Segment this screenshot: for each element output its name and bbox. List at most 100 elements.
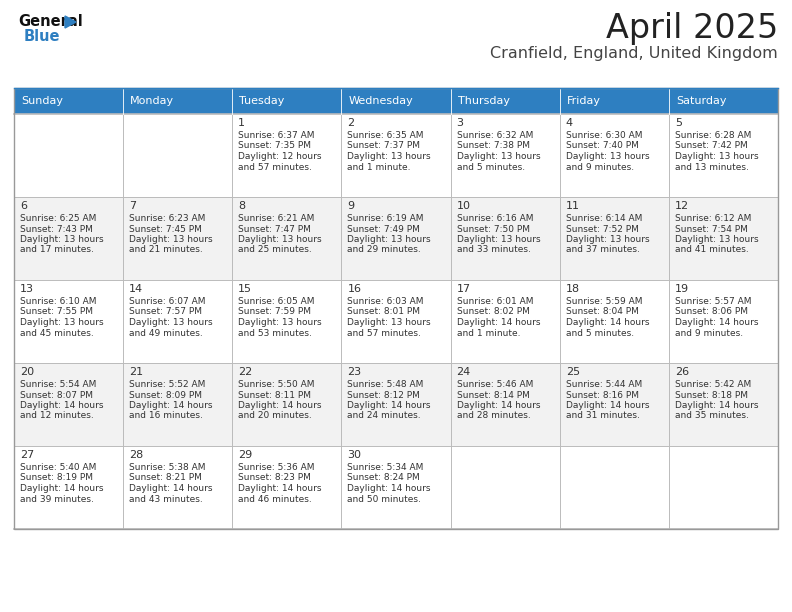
- Text: Tuesday: Tuesday: [239, 96, 284, 106]
- Text: Sunrise: 6:07 AM: Sunrise: 6:07 AM: [129, 297, 206, 306]
- Text: Sunrise: 5:59 AM: Sunrise: 5:59 AM: [565, 297, 642, 306]
- Text: 19: 19: [675, 284, 689, 294]
- Text: Sunrise: 6:25 AM: Sunrise: 6:25 AM: [20, 214, 97, 223]
- Text: Sunrise: 6:23 AM: Sunrise: 6:23 AM: [129, 214, 205, 223]
- Text: Daylight: 13 hours: Daylight: 13 hours: [348, 152, 431, 161]
- Text: Daylight: 14 hours: Daylight: 14 hours: [238, 484, 322, 493]
- Text: 9: 9: [348, 201, 355, 211]
- Bar: [232, 88, 341, 114]
- Text: 21: 21: [129, 367, 143, 377]
- Text: and 12 minutes.: and 12 minutes.: [20, 411, 93, 420]
- Text: Saturday: Saturday: [676, 96, 726, 106]
- Text: and 21 minutes.: and 21 minutes.: [129, 245, 203, 255]
- Text: Daylight: 13 hours: Daylight: 13 hours: [238, 318, 322, 327]
- Text: Sunrise: 6:01 AM: Sunrise: 6:01 AM: [456, 297, 533, 306]
- Text: Daylight: 14 hours: Daylight: 14 hours: [20, 484, 104, 493]
- Text: General: General: [18, 14, 82, 29]
- Text: Sunrise: 6:28 AM: Sunrise: 6:28 AM: [675, 131, 752, 140]
- Text: Sunset: 7:35 PM: Sunset: 7:35 PM: [238, 141, 311, 151]
- Text: Sunset: 8:19 PM: Sunset: 8:19 PM: [20, 474, 93, 482]
- Text: Daylight: 13 hours: Daylight: 13 hours: [20, 235, 104, 244]
- Text: 5: 5: [675, 118, 682, 128]
- Text: Sunrise: 5:42 AM: Sunrise: 5:42 AM: [675, 380, 751, 389]
- Text: Sunrise: 5:48 AM: Sunrise: 5:48 AM: [348, 380, 424, 389]
- Text: 13: 13: [20, 284, 34, 294]
- Text: 25: 25: [565, 367, 580, 377]
- Text: and 24 minutes.: and 24 minutes.: [348, 411, 421, 420]
- Text: Sunrise: 6:05 AM: Sunrise: 6:05 AM: [238, 297, 314, 306]
- Text: and 1 minute.: and 1 minute.: [456, 329, 520, 337]
- Text: 1: 1: [238, 118, 246, 128]
- Text: and 17 minutes.: and 17 minutes.: [20, 245, 94, 255]
- Text: Sunset: 8:01 PM: Sunset: 8:01 PM: [348, 307, 421, 316]
- Text: Daylight: 14 hours: Daylight: 14 hours: [348, 401, 431, 410]
- Text: and 35 minutes.: and 35 minutes.: [675, 411, 748, 420]
- Bar: [14, 114, 778, 197]
- Text: 8: 8: [238, 201, 246, 211]
- Text: 22: 22: [238, 367, 253, 377]
- Text: Sunrise: 5:57 AM: Sunrise: 5:57 AM: [675, 297, 752, 306]
- Bar: [14, 88, 123, 114]
- Text: 24: 24: [456, 367, 470, 377]
- Text: Sunrise: 6:03 AM: Sunrise: 6:03 AM: [348, 297, 424, 306]
- Text: Sunset: 8:07 PM: Sunset: 8:07 PM: [20, 390, 93, 400]
- Text: and 16 minutes.: and 16 minutes.: [129, 411, 203, 420]
- Text: Daylight: 14 hours: Daylight: 14 hours: [456, 401, 540, 410]
- Text: Monday: Monday: [130, 96, 174, 106]
- Text: Sunrise: 5:46 AM: Sunrise: 5:46 AM: [456, 380, 533, 389]
- Text: and 20 minutes.: and 20 minutes.: [238, 411, 312, 420]
- Text: Sunrise: 6:35 AM: Sunrise: 6:35 AM: [348, 131, 424, 140]
- Text: Cranfield, England, United Kingdom: Cranfield, England, United Kingdom: [490, 46, 778, 61]
- Text: Sunset: 7:40 PM: Sunset: 7:40 PM: [565, 141, 638, 151]
- Text: Daylight: 14 hours: Daylight: 14 hours: [129, 401, 212, 410]
- Text: Sunset: 7:50 PM: Sunset: 7:50 PM: [456, 225, 530, 234]
- Text: Sunset: 8:02 PM: Sunset: 8:02 PM: [456, 307, 529, 316]
- Bar: [451, 88, 560, 114]
- Text: Daylight: 12 hours: Daylight: 12 hours: [238, 152, 322, 161]
- Text: Thursday: Thursday: [458, 96, 509, 106]
- Text: Daylight: 13 hours: Daylight: 13 hours: [675, 152, 759, 161]
- Polygon shape: [65, 16, 76, 28]
- Text: Daylight: 14 hours: Daylight: 14 hours: [20, 401, 104, 410]
- Text: 4: 4: [565, 118, 573, 128]
- Text: and 9 minutes.: and 9 minutes.: [675, 329, 743, 337]
- Text: Sunrise: 6:10 AM: Sunrise: 6:10 AM: [20, 297, 97, 306]
- Text: and 37 minutes.: and 37 minutes.: [565, 245, 640, 255]
- Text: Sunrise: 5:52 AM: Sunrise: 5:52 AM: [129, 380, 205, 389]
- Bar: [560, 88, 669, 114]
- Text: and 57 minutes.: and 57 minutes.: [348, 329, 421, 337]
- Text: and 49 minutes.: and 49 minutes.: [129, 329, 203, 337]
- Text: 29: 29: [238, 450, 253, 460]
- Text: Sunset: 7:37 PM: Sunset: 7:37 PM: [348, 141, 421, 151]
- Text: 16: 16: [348, 284, 361, 294]
- Text: 3: 3: [456, 118, 463, 128]
- Text: 28: 28: [129, 450, 143, 460]
- Text: 17: 17: [456, 284, 470, 294]
- Text: Sunrise: 5:54 AM: Sunrise: 5:54 AM: [20, 380, 97, 389]
- Text: Sunset: 8:11 PM: Sunset: 8:11 PM: [238, 390, 311, 400]
- Text: Sunrise: 6:21 AM: Sunrise: 6:21 AM: [238, 214, 314, 223]
- Text: 6: 6: [20, 201, 27, 211]
- Text: Daylight: 13 hours: Daylight: 13 hours: [348, 318, 431, 327]
- Text: 23: 23: [348, 367, 362, 377]
- Text: and 33 minutes.: and 33 minutes.: [456, 245, 531, 255]
- Text: and 29 minutes.: and 29 minutes.: [348, 245, 421, 255]
- Text: Daylight: 14 hours: Daylight: 14 hours: [675, 318, 759, 327]
- Text: and 41 minutes.: and 41 minutes.: [675, 245, 748, 255]
- Text: Daylight: 13 hours: Daylight: 13 hours: [675, 235, 759, 244]
- Text: Sunset: 7:59 PM: Sunset: 7:59 PM: [238, 307, 311, 316]
- Text: Sunset: 8:12 PM: Sunset: 8:12 PM: [348, 390, 421, 400]
- Text: Sunset: 7:45 PM: Sunset: 7:45 PM: [129, 225, 202, 234]
- Text: 12: 12: [675, 201, 689, 211]
- Text: Daylight: 13 hours: Daylight: 13 hours: [129, 235, 213, 244]
- Text: Daylight: 14 hours: Daylight: 14 hours: [565, 318, 649, 327]
- Text: Sunset: 8:24 PM: Sunset: 8:24 PM: [348, 474, 421, 482]
- Text: Sunset: 8:18 PM: Sunset: 8:18 PM: [675, 390, 748, 400]
- Text: and 53 minutes.: and 53 minutes.: [238, 329, 312, 337]
- Text: and 1 minute.: and 1 minute.: [348, 163, 411, 171]
- Text: Sunrise: 5:36 AM: Sunrise: 5:36 AM: [238, 463, 314, 472]
- Text: Friday: Friday: [567, 96, 600, 106]
- Text: Daylight: 14 hours: Daylight: 14 hours: [348, 484, 431, 493]
- Text: 14: 14: [129, 284, 143, 294]
- Text: and 43 minutes.: and 43 minutes.: [129, 494, 203, 504]
